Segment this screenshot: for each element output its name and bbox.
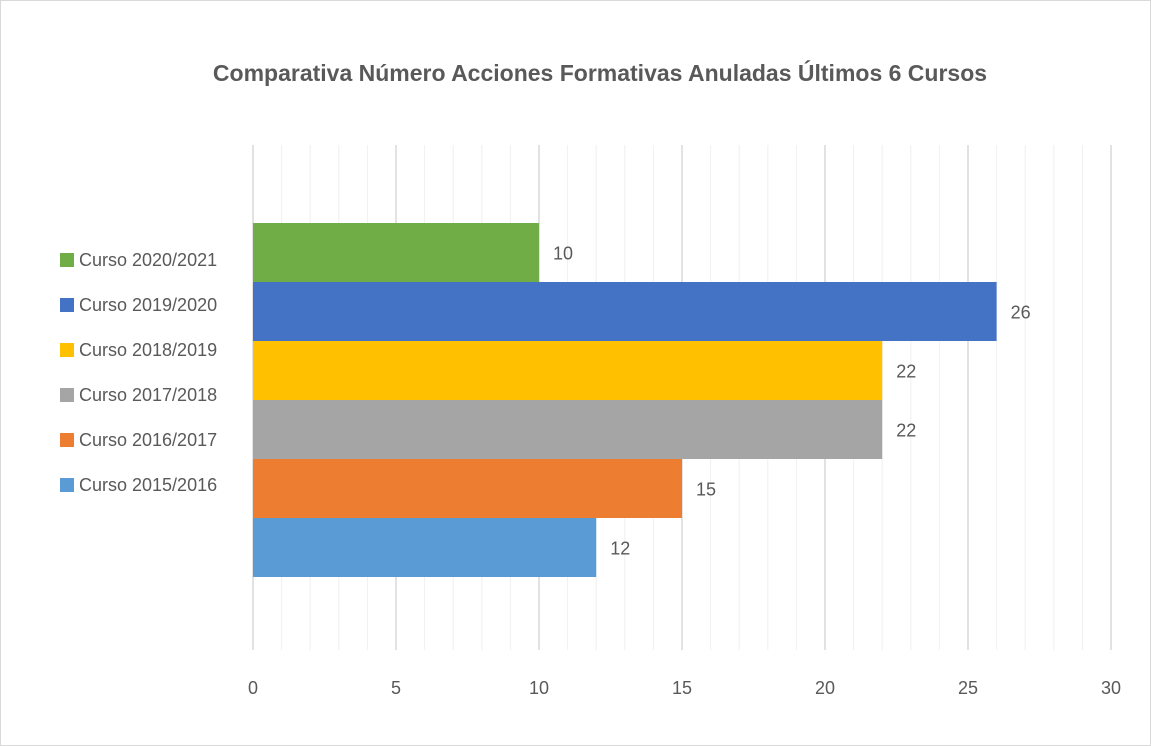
legend-swatch xyxy=(60,298,74,312)
bar xyxy=(253,400,883,459)
legend-label: Curso 2018/2019 xyxy=(79,340,217,360)
legend-label: Curso 2017/2018 xyxy=(79,385,217,405)
x-tick-label: 0 xyxy=(248,678,258,698)
chart-title: Comparativa Número Acciones Formativas A… xyxy=(212,60,988,86)
x-tick-label: 15 xyxy=(672,678,692,698)
x-tick-label: 25 xyxy=(958,678,978,698)
data-label: 10 xyxy=(553,243,573,263)
data-label: 22 xyxy=(896,420,916,440)
legend-swatch xyxy=(60,478,74,492)
data-label: 12 xyxy=(610,538,630,558)
legend-swatch xyxy=(60,433,74,447)
data-label: 26 xyxy=(1011,302,1031,322)
legend-label: Curso 2020/2021 xyxy=(79,250,217,270)
bar xyxy=(253,518,597,577)
data-label: 15 xyxy=(696,479,716,499)
bar xyxy=(253,341,883,400)
data-label: 22 xyxy=(896,361,916,381)
legend-swatch xyxy=(60,388,74,402)
bar xyxy=(253,223,539,282)
x-tick-label: 30 xyxy=(1101,678,1121,698)
x-tick-label: 10 xyxy=(529,678,549,698)
x-tick-label: 20 xyxy=(815,678,835,698)
bar xyxy=(253,459,682,518)
bar xyxy=(253,282,997,341)
legend-swatch xyxy=(60,253,74,267)
legend-swatch xyxy=(60,343,74,357)
legend-label: Curso 2019/2020 xyxy=(79,295,217,315)
legend-label: Curso 2016/2017 xyxy=(79,430,217,450)
legend-label: Curso 2015/2016 xyxy=(79,475,217,495)
x-tick-label: 5 xyxy=(391,678,401,698)
